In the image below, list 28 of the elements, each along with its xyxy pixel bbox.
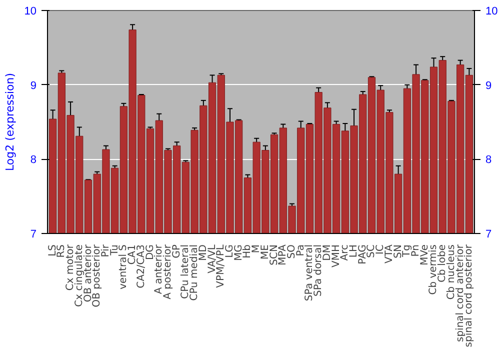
x-tick-label: A posterior [162,244,174,300]
x-tick-label: MD [198,244,209,261]
y-axis-title: Log2 (expression) [3,72,16,172]
x-tick-label: ME [260,244,271,260]
x-tick-label: VTA [384,244,395,264]
y-tick-label: 9 [30,80,37,92]
x-tick-label: spinal cord posterior [464,244,475,348]
y2-tick-label: 7 [486,228,492,240]
x-tick-label: GP [171,244,182,258]
y2-tick-label: 8 [486,154,492,166]
x-tick-label: Pir [100,244,112,258]
x-tick-label: Pa [295,244,306,256]
y2-tick-label: 10 [486,6,498,18]
x-tick-label: Cb nucleus [446,244,457,300]
x-tick-label: MVe [419,244,430,266]
x-tick-label: Tg [402,244,413,258]
x-tick-label: DM [322,244,333,261]
y2-tick-label: 9 [486,80,492,92]
x-tick-label: DG [144,244,156,260]
y-tick-label: 7 [30,228,37,240]
x-tick-label: Cx cingulate [74,244,85,307]
x-tick-label: RS [56,244,68,258]
x-tick-label: LG [224,244,236,258]
x-tick-label: CA2/CA3 [136,244,147,288]
x-tick-label: OB posterior [92,244,103,308]
y-tick-label: 8 [30,154,37,166]
x-tick-label: Cb lobe [437,244,448,282]
y-tick-label: 10 [24,6,37,18]
